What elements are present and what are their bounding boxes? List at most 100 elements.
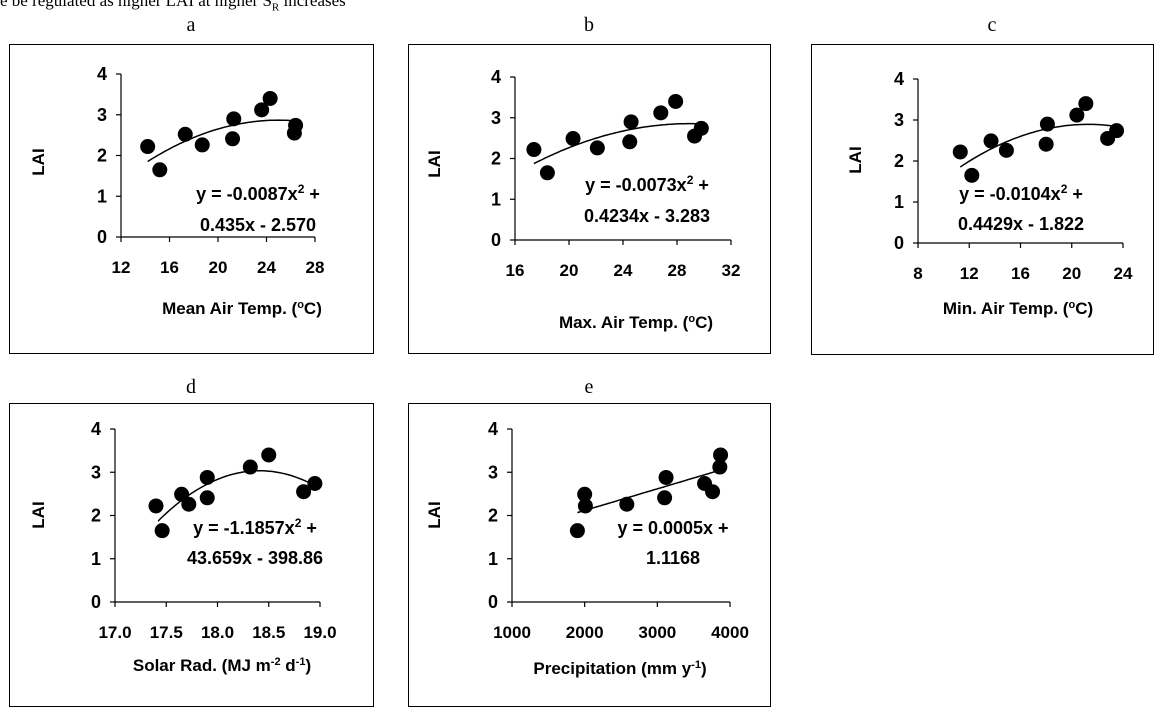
y-tick-label: 3: [491, 108, 501, 128]
x-tick-label: 16: [160, 258, 179, 277]
x-tick-label: 3000: [638, 623, 676, 642]
x-axis-label-text: Min. Air Temp. (: [943, 299, 1069, 318]
y-tick-label: 0: [91, 592, 101, 612]
chart-panel-a: [9, 44, 374, 354]
data-point: [148, 498, 164, 514]
x-axis-label: Mean Air Temp. (oC): [162, 299, 322, 318]
x-tick-label: 12: [960, 264, 979, 283]
data-point: [225, 131, 241, 147]
y-tick-label: 4: [488, 419, 498, 439]
x-axis-label-superscript: o: [688, 313, 695, 325]
x-axis-label: Min. Air Temp. (oC): [943, 299, 1093, 318]
equation-text: y = -0.0104x: [959, 184, 1061, 204]
x-tick-label: 2000: [566, 623, 604, 642]
equation-line-2: 0.4234x - 3.283: [584, 206, 710, 226]
y-tick-label: 4: [894, 69, 904, 89]
x-axis-label-text: Solar Rad. (MJ m: [133, 656, 271, 675]
x-axis-label-superscript: -1: [691, 659, 701, 671]
data-point: [569, 523, 585, 539]
chart-panel-c: [811, 44, 1154, 355]
panel-letter-e: e: [584, 376, 594, 398]
y-axis-label: LAI: [425, 150, 444, 177]
trendline: [147, 119, 296, 163]
data-point: [254, 102, 270, 118]
chart-panel-e: [408, 403, 771, 707]
equation-line-2: 43.659x - 398.86: [187, 548, 323, 568]
data-point: [181, 496, 197, 512]
data-point: [713, 447, 729, 463]
equation-exponent: 2: [687, 173, 694, 187]
equation-line-1: y = -0.0087x2 +: [196, 182, 320, 204]
y-tick-label: 2: [491, 149, 501, 169]
data-point: [565, 131, 581, 147]
x-tick-label: 24: [257, 258, 276, 277]
data-point: [1038, 136, 1054, 152]
data-point: [668, 93, 684, 109]
data-point: [242, 459, 258, 475]
chart-panel-b: [408, 44, 771, 354]
trendline: [533, 122, 702, 165]
equation-text: +: [693, 175, 709, 195]
x-tick-label: 20: [1062, 264, 1081, 283]
y-tick-label: 4: [91, 419, 101, 439]
data-point: [658, 469, 674, 485]
y-tick-label: 1: [488, 549, 498, 569]
equation-line-1: y = -0.0073x2 +: [585, 173, 709, 195]
data-point: [226, 111, 242, 127]
equation-line-1: y = -0.0104x2 +: [959, 182, 1083, 204]
data-point: [623, 114, 639, 130]
y-axis-label: LAI: [425, 501, 444, 528]
data-point: [539, 165, 555, 181]
equation-line-1: y = 0.0005x +: [617, 518, 728, 538]
y-tick-label: 2: [894, 151, 904, 171]
x-axis-label-text: ): [305, 656, 311, 675]
data-point: [1069, 107, 1085, 123]
data-point: [1039, 116, 1055, 132]
x-axis-label-text: ): [701, 659, 707, 678]
y-tick-label: 4: [97, 64, 107, 84]
equation-text: y = -1.1857x: [193, 518, 295, 538]
x-tick-label: 8: [913, 264, 922, 283]
y-tick-label: 4: [491, 67, 501, 87]
data-point: [177, 126, 193, 142]
data-point: [577, 498, 593, 514]
x-axis-label-text: Mean Air Temp. (: [162, 299, 297, 318]
x-tick-label: 16: [1011, 264, 1030, 283]
x-tick-label: 24: [614, 261, 633, 280]
x-axis-label-text: d: [281, 656, 296, 675]
equation-text: +: [301, 518, 317, 538]
data-point: [140, 139, 156, 155]
panel-letter-c: c: [987, 14, 997, 36]
y-tick-label: 3: [488, 462, 498, 482]
y-axis-label: LAI: [29, 501, 48, 528]
data-point: [199, 490, 215, 506]
x-tick-label: 20: [560, 261, 579, 280]
equation-line-2: 1.1168: [646, 548, 700, 568]
data-point: [998, 142, 1014, 158]
chart-panel-d: [9, 403, 374, 707]
trendline: [577, 469, 721, 514]
x-axis-label-text: C): [695, 313, 713, 332]
x-tick-label: 17.0: [98, 623, 131, 642]
x-axis-label: Precipitation (mm y-1): [533, 659, 706, 678]
y-tick-label: 0: [894, 233, 904, 253]
x-axis-label-text: C): [304, 299, 322, 318]
data-point: [589, 140, 605, 156]
y-tick-label: 1: [491, 189, 501, 209]
data-point: [693, 120, 709, 136]
equation-text: y = -0.0073x: [585, 175, 687, 195]
x-axis-label: Solar Rad. (MJ m-2 d-1): [133, 656, 311, 675]
equation-exponent: 2: [295, 516, 302, 530]
x-tick-label: 20: [209, 258, 228, 277]
y-tick-label: 0: [491, 230, 501, 250]
trendline: [959, 123, 1117, 168]
data-point: [657, 490, 673, 506]
panel-letter-a: a: [186, 14, 196, 36]
data-point: [1078, 96, 1094, 112]
data-point: [194, 137, 210, 153]
x-axis-label: Max. Air Temp. (oC): [559, 313, 713, 332]
data-point: [307, 475, 323, 491]
data-point: [952, 144, 968, 160]
y-tick-label: 3: [91, 462, 101, 482]
data-point: [705, 484, 721, 500]
